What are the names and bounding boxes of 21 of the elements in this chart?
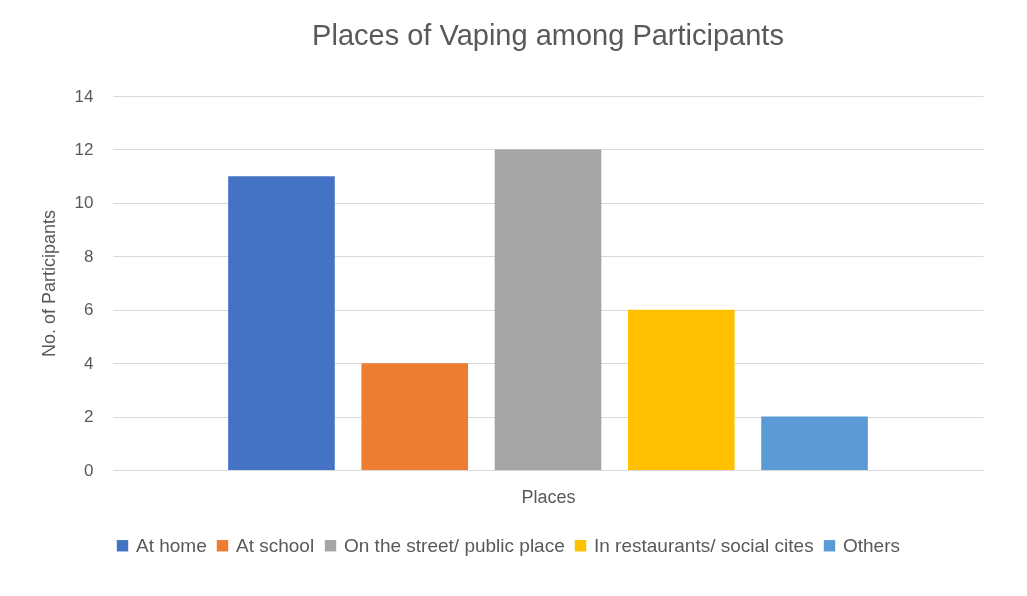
- y-tick-label: 0: [84, 460, 94, 480]
- y-tick-label: 2: [84, 407, 94, 427]
- legend-label: In restaurants/ social cites: [594, 534, 814, 556]
- bar: [494, 149, 602, 470]
- y-tick-label: 14: [74, 86, 94, 106]
- y-tick-label: 10: [74, 193, 94, 213]
- legend-label: Others: [843, 534, 901, 556]
- bar: [228, 176, 335, 470]
- y-tick-label: 8: [84, 246, 94, 266]
- x-axis-title: Places: [521, 486, 576, 507]
- legend-label: On the street/ public place: [344, 534, 565, 556]
- bar: [627, 309, 735, 470]
- y-axis-title: No. of Participants: [38, 209, 59, 358]
- chart-title: Places of Vaping among Participants: [312, 19, 784, 51]
- legend-label: At school: [236, 534, 315, 556]
- y-tick-label: 4: [84, 353, 94, 373]
- y-tick-label: 6: [84, 300, 94, 320]
- y-tick-label: 12: [74, 139, 94, 159]
- legend-label: At home: [136, 534, 207, 556]
- bar: [361, 363, 469, 470]
- bar: [761, 416, 868, 470]
